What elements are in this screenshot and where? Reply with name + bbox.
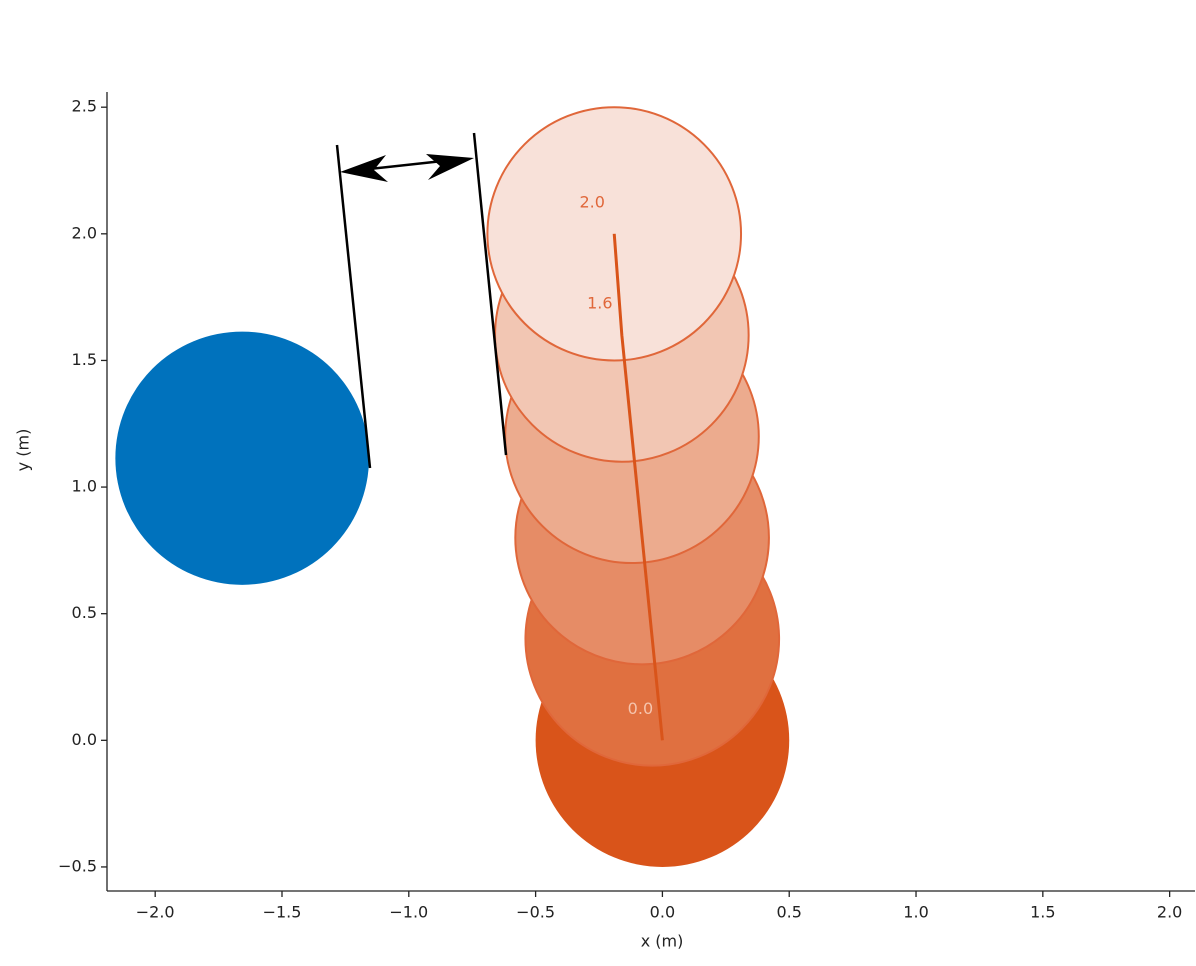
plot-area: 0.0 1.6 2.0 [115,106,790,867]
y-tick-label: 0.0 [72,730,97,749]
y-tick-label: 0.5 [72,603,97,622]
x-tick-label: 0.0 [650,903,675,922]
time-label: 2.0 [579,192,604,211]
x-tick-label: −2.0 [136,903,175,922]
x-axis-label: x (m) [641,932,684,951]
y-tick-label: −0.5 [58,856,97,875]
annotation [335,132,508,469]
x-tick-label: 0.5 [776,903,801,922]
trajectory [612,233,664,741]
y-tick-label: 2.5 [72,97,97,116]
time-label: 0.0 [628,699,653,718]
x-tick-label: 2.0 [1157,903,1182,922]
x-tick-label: −1.0 [389,903,428,922]
boundary-line [472,132,508,456]
x-tick-label: −0.5 [516,903,555,922]
y-tick-label: 1.5 [72,350,97,369]
y-tick-label: 2.0 [72,223,97,242]
arrow-head [340,155,388,182]
x-tick-label: 1.5 [1030,903,1055,922]
time-label: 1.6 [587,294,612,313]
boundary-line [335,144,372,469]
x-tick-label: 1.0 [903,903,928,922]
arrow-head [426,154,474,180]
y-axis-label: y (m) [14,429,33,472]
x-tick-label: −1.5 [263,903,302,922]
circle [115,331,369,585]
y-tick-label: 1.0 [72,477,97,496]
